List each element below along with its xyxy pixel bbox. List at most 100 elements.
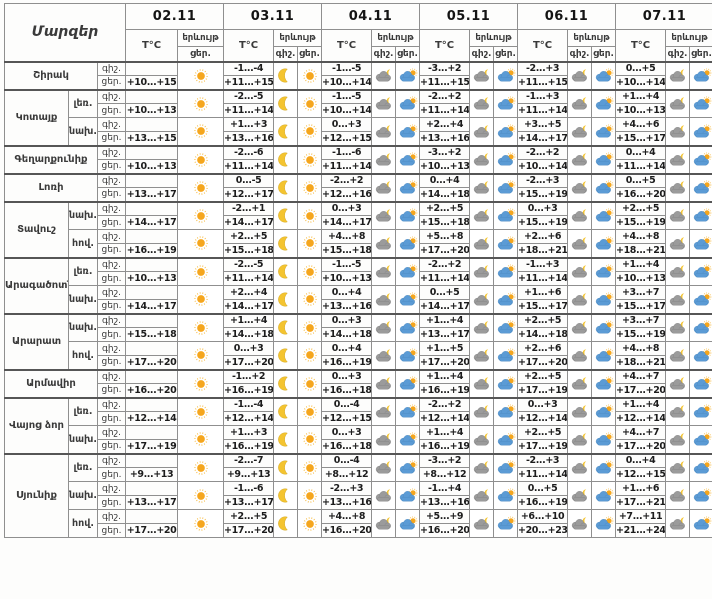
weather-icon-cell bbox=[689, 312, 712, 342]
table-row: ցեր. +10...+13 +11...+14 +10...+14 +11...+14… bbox=[5, 103, 712, 118]
cloud-sun-icon bbox=[495, 236, 517, 251]
temperature-header: T°C bbox=[517, 29, 569, 62]
zone-label-cell: նախ. bbox=[68, 285, 98, 314]
night-temp-cell: -1...-4 bbox=[223, 60, 275, 76]
night-temp-cell bbox=[125, 229, 179, 244]
night-temp-cell: -1...-5 bbox=[321, 88, 373, 104]
cloud-moon-icon bbox=[373, 152, 395, 167]
night-row-label: գիշ. bbox=[96, 425, 127, 440]
night-temp-cell: +2...+5 bbox=[419, 200, 471, 216]
weather-icon-cell bbox=[591, 229, 617, 258]
table-row: հով. գիշ. 0...+3 0...+4 +1...+5 +2...+6 +4...+… bbox=[5, 341, 712, 370]
moon-icon bbox=[275, 68, 297, 83]
day-temp-cell: +16...+19 bbox=[223, 439, 275, 454]
cloud-sun-icon bbox=[397, 180, 419, 195]
weather-icon-cell bbox=[469, 396, 495, 426]
night-temp-cell: -2...+2 bbox=[419, 256, 471, 272]
weather-icon-cell bbox=[567, 60, 593, 90]
day-row-label: ցեր. bbox=[96, 523, 127, 538]
night-temp-cell: +1...+3 bbox=[223, 117, 275, 132]
day-temp-cell: +11...+15 bbox=[517, 75, 569, 90]
zone-label-cell: նախ. bbox=[68, 481, 98, 510]
cloud-sun-icon bbox=[495, 124, 517, 139]
cloud-moon-icon bbox=[471, 488, 493, 503]
cloud-moon-icon bbox=[471, 124, 493, 139]
day-temp-cell: +12...+15 bbox=[321, 411, 373, 426]
cloud-moon-icon bbox=[569, 488, 591, 503]
night-temp-cell: -3...+2 bbox=[419, 60, 471, 76]
cloud-moon-icon bbox=[471, 460, 493, 475]
night-temp-cell: +1...+4 bbox=[419, 312, 471, 328]
moon-icon bbox=[275, 236, 297, 251]
moon-icon bbox=[275, 152, 297, 167]
night-temp-cell: +2...+5 bbox=[517, 368, 569, 384]
day-temp-cell: +18...+21 bbox=[615, 355, 667, 370]
weather-icon-cell bbox=[297, 396, 323, 426]
weather-icon-cell bbox=[273, 200, 299, 230]
weather-icon-cell bbox=[273, 256, 299, 286]
weather-icon-cell bbox=[665, 117, 691, 146]
day-temp-cell: +11...+14 bbox=[517, 271, 569, 286]
night-temp-cell: +4...+8 bbox=[321, 229, 373, 244]
cloud-sun-icon bbox=[691, 516, 712, 531]
day-temp-cell: +12...+14 bbox=[223, 411, 275, 426]
weather-icon-cell bbox=[371, 396, 397, 426]
region-name-cell: Գեղարքունիք bbox=[4, 144, 98, 174]
night-temp-cell bbox=[125, 117, 179, 132]
day-temp-cell: +16...+20 bbox=[321, 523, 373, 538]
cloud-moon-icon bbox=[373, 96, 395, 111]
weather-icon-cell bbox=[493, 200, 519, 230]
weather-icon-cell bbox=[567, 117, 593, 146]
weather-icon-cell bbox=[665, 256, 691, 286]
cloud-moon-icon bbox=[569, 96, 591, 111]
day-temp-cell: +14...+17 bbox=[517, 131, 569, 146]
cloud-moon-icon bbox=[569, 264, 591, 279]
cloud-moon-icon bbox=[373, 404, 395, 419]
date-header: 06.11 bbox=[517, 3, 617, 30]
weather-icon-cell bbox=[665, 509, 691, 538]
night-temp-cell: -2...+2 bbox=[321, 172, 373, 188]
cloud-moon-icon bbox=[569, 292, 591, 307]
moon-icon bbox=[275, 460, 297, 475]
night-row-label: գիշ. bbox=[96, 312, 127, 328]
night-temp-cell bbox=[125, 312, 179, 328]
cloud-sun-icon bbox=[691, 208, 712, 223]
night-row-label: գիշ. bbox=[96, 200, 127, 216]
weather-icon-cell bbox=[395, 396, 421, 426]
cloud-sun-icon bbox=[593, 516, 615, 531]
cloud-sun-icon bbox=[495, 348, 517, 363]
table-row: Արմավիր գիշ. -1...+2 0...+3 +1...+4 +2...+5 +4… bbox=[4, 368, 712, 398]
zone-label-cell: նախ. bbox=[68, 312, 98, 342]
day-temp-cell: +13...+17 bbox=[125, 495, 179, 510]
weather-icon-cell bbox=[395, 341, 421, 370]
weather-icon-cell bbox=[297, 117, 323, 146]
weather-icon-cell bbox=[567, 285, 593, 314]
night-temp-cell: 0...+3 bbox=[321, 312, 373, 328]
weather-icon-cell bbox=[567, 425, 593, 454]
cloud-sun-icon bbox=[397, 292, 419, 307]
day-temp-cell: +13...+16 bbox=[419, 495, 471, 510]
cloud-sun-icon bbox=[691, 96, 712, 111]
cloud-sun-icon bbox=[691, 264, 712, 279]
day-temp-cell: +15...+17 bbox=[615, 131, 667, 146]
table-body: Շիրակ գիշ. -1...-4 -1...-5 -3...+2 -2...+3 0..… bbox=[4, 60, 712, 538]
day-temp-cell: +11...+14 bbox=[321, 159, 373, 174]
cloud-sun-icon bbox=[397, 488, 419, 503]
weather-icon-cell bbox=[177, 172, 225, 202]
weather-icon-cell bbox=[371, 368, 397, 398]
zone-label-cell: հով. bbox=[68, 229, 98, 258]
cloud-moon-icon bbox=[667, 348, 689, 363]
weather-icon-cell bbox=[567, 368, 593, 398]
day-temp-cell: +15...+18 bbox=[321, 243, 373, 258]
region-name-cell: Արմավիր bbox=[4, 368, 98, 398]
weather-icon-cell bbox=[469, 200, 495, 230]
cloud-sun-icon bbox=[397, 320, 419, 335]
night-temp-cell: -2...+2 bbox=[517, 144, 569, 160]
weather-icon-cell bbox=[177, 396, 225, 426]
cloud-sun-icon bbox=[495, 404, 517, 419]
night-row-label: գիշ. bbox=[96, 88, 127, 104]
day-row-label: ցեր. bbox=[96, 243, 127, 258]
night-temp-cell bbox=[125, 200, 179, 216]
cloud-sun-icon bbox=[495, 516, 517, 531]
